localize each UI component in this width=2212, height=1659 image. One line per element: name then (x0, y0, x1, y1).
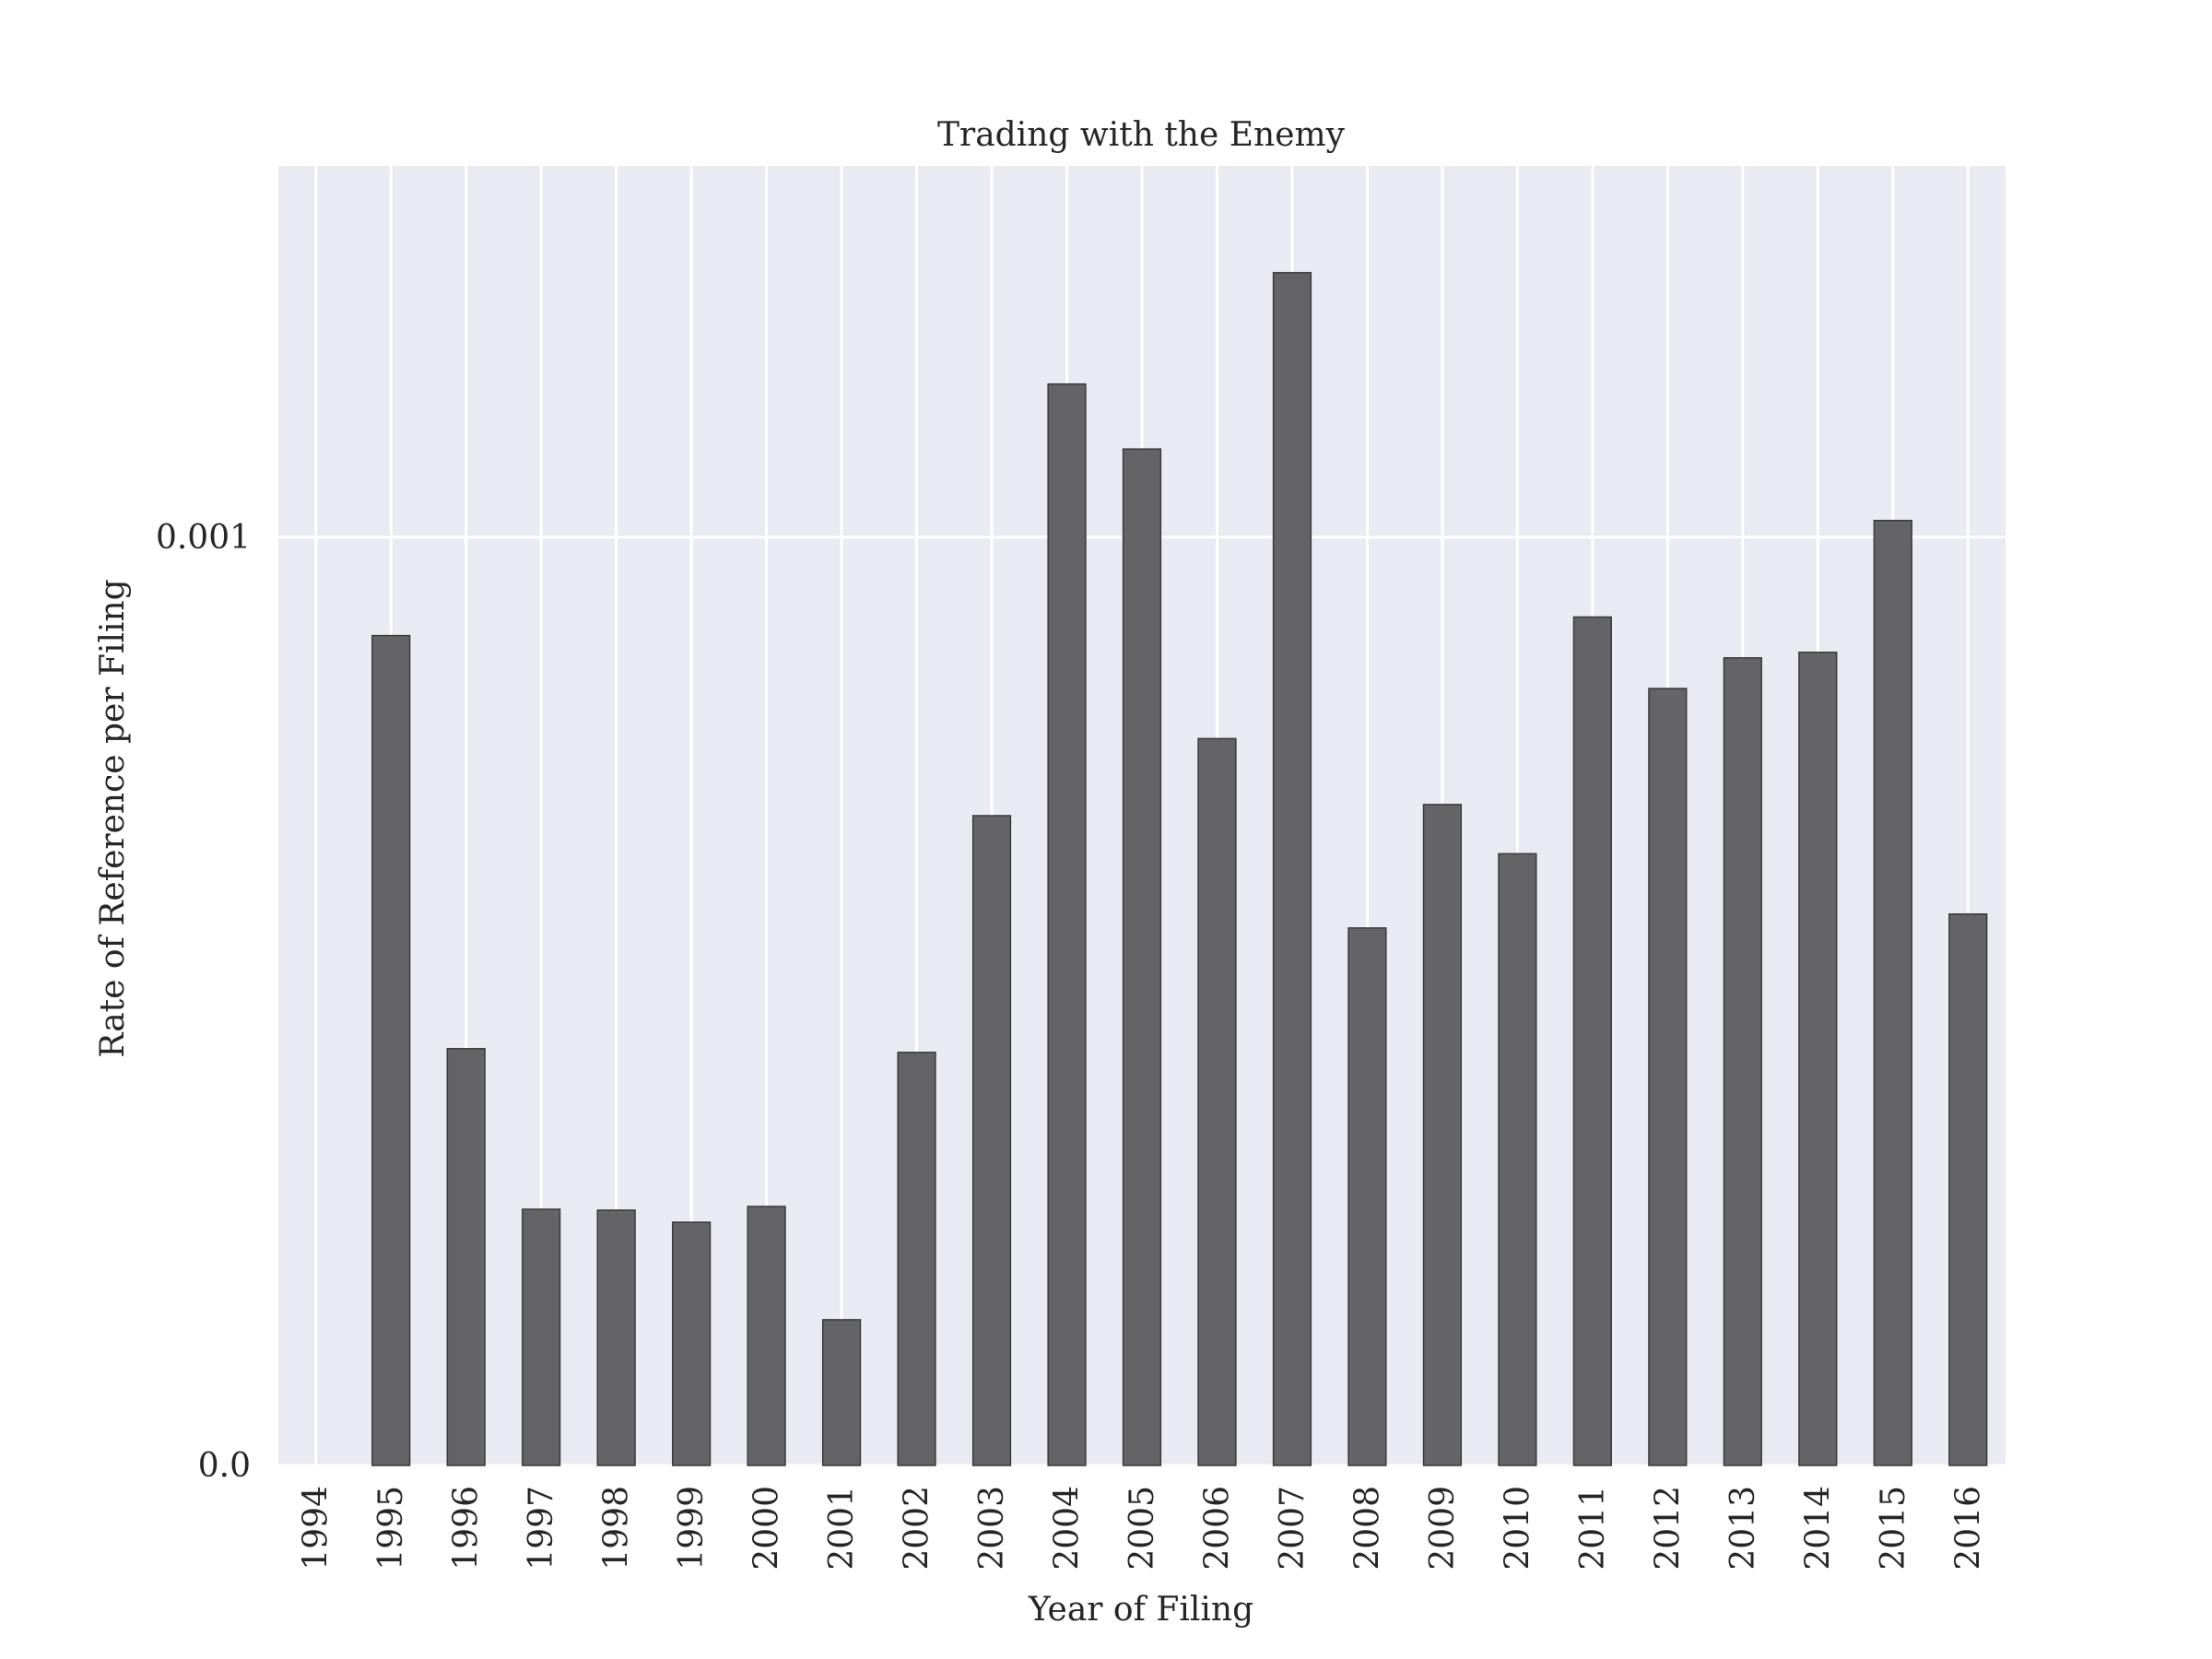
x-tick-labels: 1994 1995 1996 1997 1998 1999 2000 2001 2002 2003… (298, 1486, 1988, 1571)
x-tick-label-1994: 1994 (298, 1486, 335, 1571)
bar-1998 (596, 1209, 636, 1466)
x-tick-label-2003: 2003 (973, 1486, 1011, 1571)
y-tick-label: 0.0 (198, 1447, 251, 1485)
x-tick-label-1998: 1998 (598, 1486, 636, 1571)
y-tick-labels: 0.0 0.001 (156, 519, 251, 1485)
x-tick-label-2004: 2004 (1049, 1486, 1087, 1571)
bar-2000 (747, 1206, 786, 1466)
x-axis-label: Year of Filing (1028, 1591, 1253, 1629)
bar-2003 (971, 815, 1012, 1466)
chart-title: Trading with the Enemy (937, 116, 1346, 154)
bar-2004 (1047, 382, 1087, 1466)
bar-2012 (1648, 688, 1688, 1466)
y-tick-label: 0.001 (156, 519, 251, 557)
bar-2011 (1572, 616, 1612, 1466)
x-tick-label-2016: 2016 (1949, 1486, 1987, 1571)
x-tick-label-1996: 1996 (448, 1486, 486, 1571)
x-tick-label-2015: 2015 (1875, 1486, 1912, 1571)
bar-2007 (1272, 272, 1312, 1466)
bar-2009 (1422, 804, 1463, 1466)
bar-2014 (1798, 651, 1838, 1466)
y-axis-label: Rate of Reference per Filing (94, 579, 132, 1057)
bar-1997 (522, 1208, 561, 1466)
bar-1999 (672, 1221, 712, 1466)
x-tick-label-2006: 2006 (1198, 1486, 1236, 1571)
x-tick-label-2012: 2012 (1649, 1486, 1687, 1571)
x-tick-label-2005: 2005 (1124, 1486, 1161, 1571)
bar-2010 (1498, 853, 1537, 1466)
bar-2005 (1122, 448, 1162, 1466)
bar-2016 (1948, 913, 1988, 1466)
x-tick-label-2007: 2007 (1274, 1486, 1312, 1571)
x-tick-label-2014: 2014 (1799, 1486, 1837, 1571)
x-tick-label-2011: 2011 (1574, 1486, 1612, 1571)
x-tick-label-2002: 2002 (899, 1486, 936, 1571)
x-tick-label-1997: 1997 (523, 1486, 560, 1571)
x-tick-label-2013: 2013 (1724, 1486, 1762, 1571)
x-tick-label-2010: 2010 (1499, 1486, 1536, 1571)
bar-1995 (371, 634, 411, 1466)
x-tick-label-1999: 1999 (673, 1486, 711, 1571)
bars (371, 272, 1988, 1466)
x-tick-label-2009: 2009 (1424, 1486, 1462, 1571)
bar-2001 (821, 1319, 862, 1466)
x-tick-label-1995: 1995 (372, 1486, 410, 1571)
bar-2008 (1347, 927, 1387, 1466)
bar-2002 (897, 1052, 936, 1466)
x-tick-label-2000: 2000 (748, 1486, 786, 1571)
bar-2006 (1197, 737, 1237, 1466)
bar-2013 (1723, 657, 1762, 1466)
x-tick-label-2008: 2008 (1348, 1486, 1386, 1571)
bar-2015 (1873, 519, 1912, 1466)
x-tick-label-2001: 2001 (823, 1486, 861, 1571)
bar-1996 (446, 1048, 486, 1466)
